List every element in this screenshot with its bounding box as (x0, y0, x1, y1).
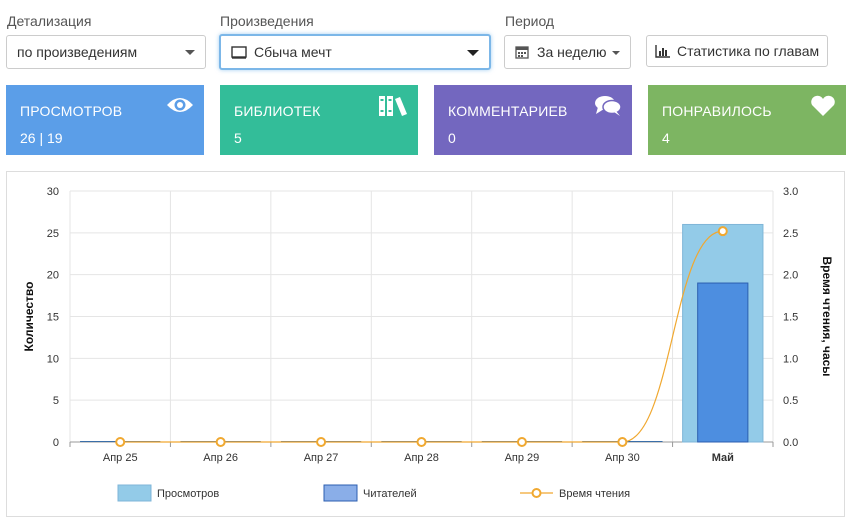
x-tick-label: Апр 25 (103, 452, 138, 464)
legend-swatch-reading-time-point (531, 488, 542, 498)
x-tick-label: Апр 27 (304, 452, 339, 464)
y2-tick-label: 1.0 (783, 353, 798, 365)
card-comments[interactable]: КОММЕНТАРИЕВ 0 (434, 85, 632, 155)
reading-time-point (316, 437, 327, 447)
chevron-down-icon (185, 50, 195, 55)
x-tick-label: Апр 26 (203, 452, 238, 464)
stats-chart: 0 5 10 15 20 25 30 0.0 0.5 1.0 1.5 2.0 2.5 3.0 Апр 25 А… (22, 186, 834, 502)
chapters-stats-label: Статистика по главам (677, 43, 820, 59)
calendar-icon (515, 46, 529, 59)
card-value: 26 | 19 (20, 130, 63, 146)
x-tick-label: Апр 29 (505, 452, 540, 464)
y-tick-label: 10 (47, 353, 59, 365)
card-value: 5 (234, 130, 242, 146)
eye-icon (167, 98, 193, 112)
y2-axis-title: Время чтения, часы (820, 256, 834, 376)
chevron-down-icon (612, 51, 620, 55)
y2-tick-label: 0.5 (783, 395, 798, 407)
chevron-down-icon (467, 50, 479, 56)
legend-label-readers: Читателей (363, 488, 417, 500)
x-tick-label: Апр 28 (404, 452, 439, 464)
card-title: ПРОСМОТРОВ (20, 103, 123, 119)
card-title: КОММЕНТАРИЕВ (448, 103, 568, 119)
bar-chart-icon (655, 45, 670, 58)
chart-panel: 0 5 10 15 20 25 30 0.0 0.5 1.0 1.5 2.0 2.5 3.0 Апр 25 А… (6, 171, 845, 517)
y-tick-label: 0 (53, 437, 59, 449)
works-select[interactable]: Сбыча мечт (219, 34, 491, 70)
y2-tick-label: 2.5 (783, 228, 798, 240)
period-select-value: За неделю (537, 44, 607, 60)
y2-tick-label: 3.0 (783, 186, 798, 198)
legend-label-reading-time: Время чтения (559, 488, 630, 500)
works-select-value: Сбыча мечт (254, 44, 332, 60)
works-label: Произведения (220, 13, 314, 29)
card-title: БИБЛИОТЕК (234, 103, 321, 119)
y-tick-label: 15 (47, 312, 59, 324)
legend-swatch-views (117, 484, 152, 502)
y-axis-title: Количество (22, 282, 36, 352)
period-select[interactable]: За неделю (504, 35, 631, 69)
readers-bar (697, 282, 749, 443)
reading-time-point (717, 226, 728, 237)
reading-time-point (617, 437, 628, 447)
legend-swatch-readers (323, 484, 358, 502)
card-libraries[interactable]: БИБЛИОТЕК 5 (220, 85, 418, 155)
books-icon (379, 96, 407, 116)
y-tick-label: 5 (53, 395, 59, 407)
x-tick-label: Май (712, 452, 734, 464)
card-title: ПОНРАВИЛОСЬ (662, 103, 772, 119)
reading-time-point (416, 437, 427, 447)
card-value: 4 (662, 130, 670, 146)
y2-tick-label: 2.0 (783, 270, 798, 282)
y2-tick-label: 1.5 (783, 312, 798, 324)
detail-select[interactable]: по произведениям (6, 35, 206, 69)
detail-label: Детализация (7, 13, 92, 29)
book-icon (231, 45, 247, 59)
detail-select-value: по произведениям (17, 44, 138, 60)
chapters-stats-button[interactable]: Статистика по главам (646, 35, 829, 67)
y-tick-label: 30 (47, 186, 59, 198)
card-views[interactable]: ПРОСМОТРОВ 26 | 19 (6, 85, 204, 155)
legend-label-views: Просмотров (157, 488, 219, 500)
card-likes[interactable]: ПОНРАВИЛОСЬ 4 (648, 85, 846, 155)
reading-time-point (215, 437, 226, 447)
y-tick-label: 25 (47, 228, 59, 240)
card-value: 0 (448, 130, 456, 146)
y-tick-label: 20 (47, 270, 59, 282)
reading-time-line (120, 230, 723, 443)
x-tick-label: Апр 30 (605, 452, 640, 464)
reading-time-point (516, 437, 527, 447)
reading-time-point (115, 437, 126, 447)
y2-tick-label: 0.0 (783, 437, 798, 449)
comments-icon (595, 96, 622, 116)
heart-icon (811, 95, 835, 116)
period-label: Период (505, 13, 555, 29)
